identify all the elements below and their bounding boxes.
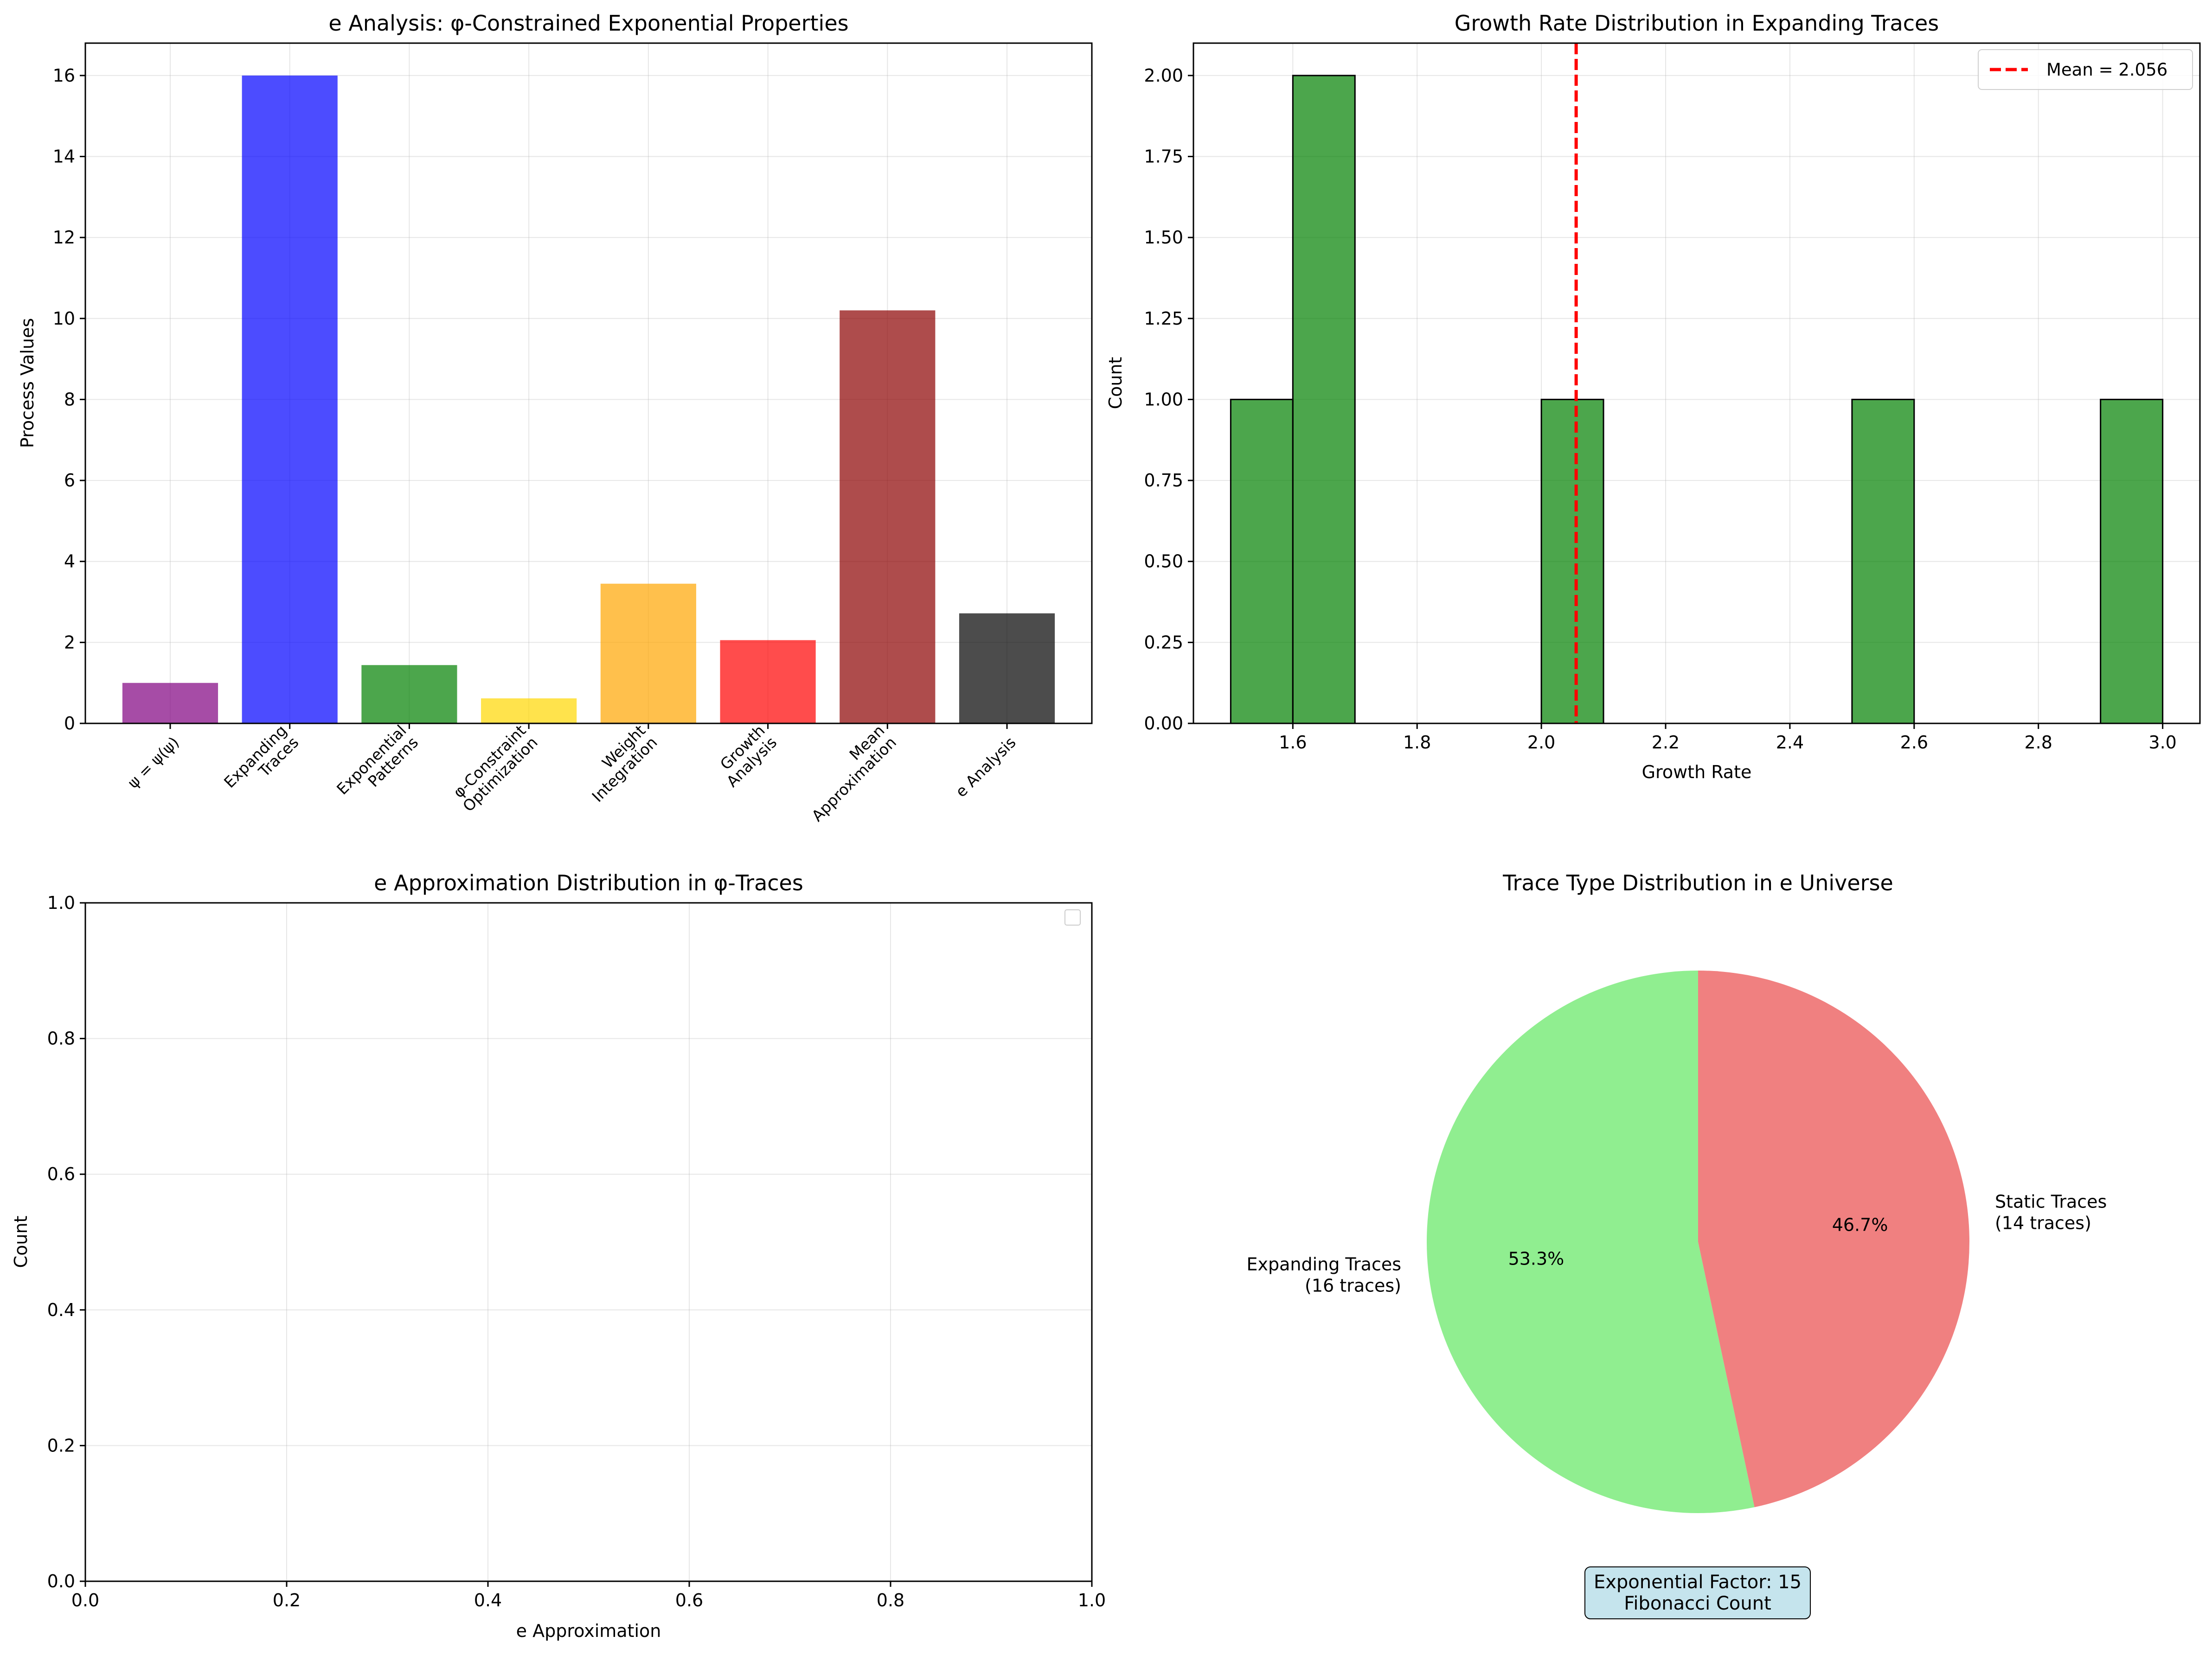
p4-percent-label: 53.3% xyxy=(1508,1249,1564,1269)
p2-y-tick-label: 1.75 xyxy=(1144,147,1183,167)
p2-x-tick-label: 1.8 xyxy=(1403,732,1431,753)
p1-y-tick-label: 2 xyxy=(64,632,75,652)
trace-type-pie-chart: 53.3% Expanding Traces (16 traces) 46.7% Sta… xyxy=(1246,870,2107,1619)
p3-x-tick-label: 0.2 xyxy=(273,1590,301,1610)
p1-y-tick-label: 6 xyxy=(64,470,75,491)
p1-title: e Analysis: φ-Constrained Exponential Pr… xyxy=(328,11,848,36)
p2-legend-label: Mean = 2.056 xyxy=(2046,60,2167,80)
p2-x-tick-label: 2.2 xyxy=(1652,732,1680,753)
p2-y-tick-label: 2.00 xyxy=(1144,65,1183,86)
p2-x-tick-label: 1.6 xyxy=(1279,732,1307,753)
p2-x-axis-label: Growth Rate xyxy=(1642,762,1752,782)
text-line: Exponential Factor: 15 xyxy=(1594,1572,1802,1593)
p4-annotation-text: Exponential Factor: 15 Fibonacci Count xyxy=(1594,1572,1802,1614)
p3-x-tick-label: 1.0 xyxy=(1078,1590,1106,1610)
text-line: Fibonacci Count xyxy=(1624,1593,1771,1614)
p1-y-tick-label: 14 xyxy=(53,147,75,167)
p4-pie-slice xyxy=(1427,971,1755,1514)
p3-x-tick-label: 0.8 xyxy=(877,1590,904,1610)
p3-x-tick-label: 0.0 xyxy=(71,1590,99,1610)
p1-y-tick-label: 16 xyxy=(53,65,75,86)
p1-y-tick-label: 4 xyxy=(64,551,75,572)
p1-y-tick-label: 0 xyxy=(64,713,75,734)
p4-title: Trace Type Distribution in e Universe xyxy=(1502,870,1893,895)
text-line: Expanding Traces xyxy=(1246,1254,1401,1274)
p1-bars xyxy=(122,75,1055,723)
p2-y-axis-label: Count xyxy=(1105,357,1126,409)
p2-axes-frame xyxy=(1193,42,2201,724)
p2-y-tick-label: 1.50 xyxy=(1144,227,1183,248)
p3-y-axis-label: Count xyxy=(11,1216,31,1268)
p4-slice-label: Expanding Traces (16 traces) xyxy=(1246,1254,1401,1296)
p2-y-tick-label: 1.00 xyxy=(1144,389,1183,409)
p4-percent-label: 46.7% xyxy=(1832,1214,1888,1235)
p2-x-tick-label: 2.6 xyxy=(1900,732,1928,753)
p1-bar xyxy=(361,665,457,723)
p1-bar xyxy=(600,583,696,723)
p1-bar xyxy=(122,683,218,723)
p1-y-axis-label: Process Values xyxy=(17,318,38,448)
p2-bars xyxy=(1230,75,2164,724)
p4-annotation-box xyxy=(1584,1566,1811,1619)
p1-y-tick-label: 10 xyxy=(53,308,75,329)
growth-rate-histogram: 0.00 0.25 0.50 0.75 1.00 1.25 1.50 1.75 2.00 1.6 1… xyxy=(1105,11,2201,782)
p2-histogram-bar xyxy=(1540,398,1604,724)
p2-histogram-bar xyxy=(1292,75,1356,724)
p2-legend-box xyxy=(1978,49,2193,90)
p1-bar xyxy=(840,310,936,723)
p4-slice-label: Static Traces (14 traces) xyxy=(1995,1192,2107,1233)
p2-y-tick-label: 0.75 xyxy=(1144,470,1183,491)
p2-y-tick-label: 0.25 xyxy=(1144,632,1183,652)
p2-x-tick-label: 2.8 xyxy=(2025,732,2052,753)
text-line: (14 traces) xyxy=(1995,1213,2091,1233)
p3-ticks: 0.0 0.2 0.4 0.6 0.8 1.0 0.0 0.2 0.4 0.6 0.8 1.0 xyxy=(47,893,1106,1610)
p2-y-tick-label: 0.50 xyxy=(1144,551,1183,572)
p4-annotation: Exponential Factor: 15 Fibonacci Count xyxy=(1584,1566,1811,1619)
p2-y-tick-label: 1.25 xyxy=(1144,308,1183,329)
p3-y-tick-label: 0.6 xyxy=(47,1164,75,1184)
p1-axes-frame xyxy=(84,42,1093,724)
p3-title: e Approximation Distribution in φ-Traces xyxy=(374,870,803,895)
p1-bar xyxy=(242,75,338,723)
p3-y-tick-label: 0.4 xyxy=(47,1300,75,1320)
p1-bar xyxy=(481,698,577,723)
p3-y-tick-label: 0.0 xyxy=(47,1571,75,1591)
p3-x-tick-label: 0.4 xyxy=(474,1590,502,1610)
p3-x-axis-label: e Approximation xyxy=(516,1621,661,1641)
p1-y-tick-label: 12 xyxy=(53,227,75,248)
text-line: Static Traces xyxy=(1995,1192,2107,1212)
p3-y-tick-label: 0.2 xyxy=(47,1435,75,1456)
p3-y-tick-label: 1.0 xyxy=(47,893,75,913)
p2-ticks: 0.00 0.25 0.50 0.75 1.00 1.25 1.50 1.75 2.00 1.6 1… xyxy=(1144,65,2176,753)
p4-labels: 53.3% Expanding Traces (16 traces) 46.7% Sta… xyxy=(1246,1192,2107,1296)
p3-empty-legend xyxy=(1064,909,1081,926)
p1-y-tick-label: 8 xyxy=(64,389,75,409)
p2-y-tick-label: 0.00 xyxy=(1144,713,1183,734)
p2-x-tick-label: 2.4 xyxy=(1776,732,1804,753)
p2-histogram-bar xyxy=(1230,398,1294,724)
text-line: (16 traces) xyxy=(1305,1275,1401,1296)
p2-histogram-bar xyxy=(2100,398,2164,724)
p3-y-tick-label: 0.8 xyxy=(47,1029,75,1049)
p3-x-tick-label: 0.6 xyxy=(675,1590,703,1610)
p2-legend: Mean = 2.056 xyxy=(1978,49,2193,90)
p1-bar xyxy=(959,613,1055,723)
p2-title: Growth Rate Distribution in Expanding Tr… xyxy=(1455,11,1939,36)
p2-x-tick-label: 2.0 xyxy=(1527,732,1555,753)
p3-axes-frame xyxy=(84,902,1093,1582)
p2-histogram-bar xyxy=(1851,398,1915,724)
e-approximation-histogram: 0.0 0.2 0.4 0.6 0.8 1.0 0.0 0.2 0.4 0.6 0.8 1.0 e A… xyxy=(11,870,1106,1641)
p1-bar xyxy=(720,640,816,723)
p4-pie-slice xyxy=(1698,971,1969,1508)
p4-slices xyxy=(1427,971,1969,1514)
p2-x-tick-label: 3.0 xyxy=(2148,732,2176,753)
